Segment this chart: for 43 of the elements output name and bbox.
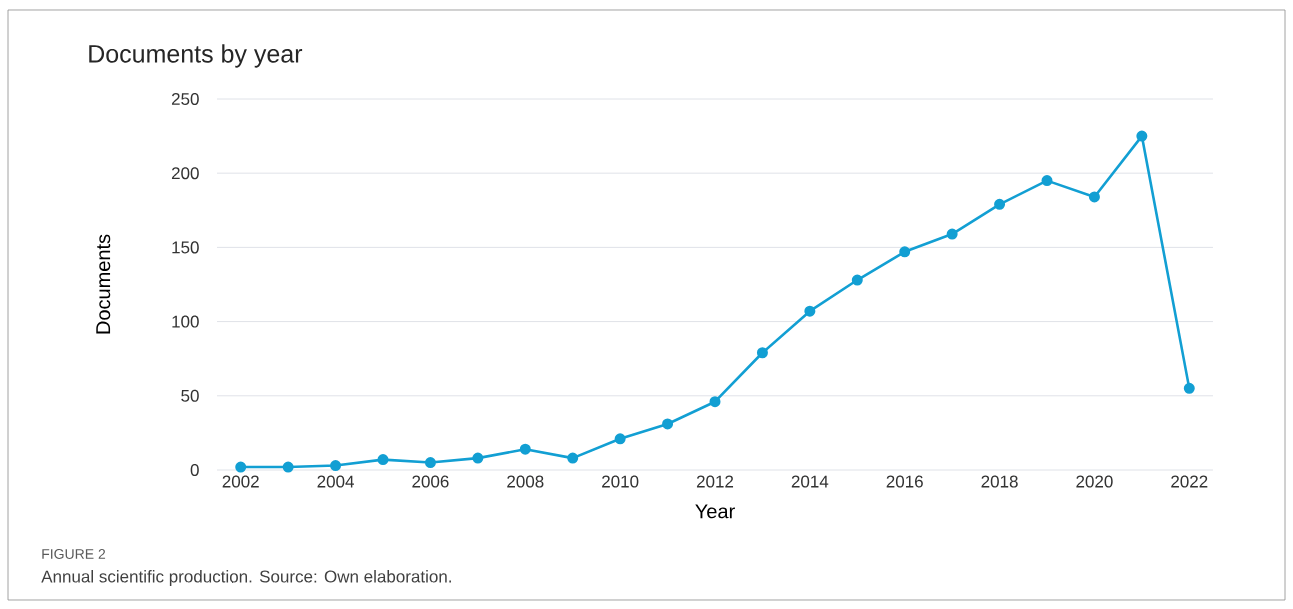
chart-title: Documents by year (89, 44, 303, 68)
point (235, 461, 247, 473)
point (756, 347, 768, 359)
point (424, 457, 436, 469)
point (1136, 130, 1148, 142)
point (1088, 191, 1100, 203)
x-tick-label: 2008 (507, 475, 544, 488)
x-tick-label: 2012 (696, 475, 734, 488)
x-tick-label: 2022 (1171, 475, 1208, 488)
x-tick-label: 2016 (886, 475, 923, 488)
x-tick-label: 2010 (602, 475, 639, 488)
point (804, 305, 816, 317)
x-tick-label: 2002 (222, 475, 259, 488)
point (994, 198, 1006, 210)
x-tick-label: 2004 (317, 475, 354, 488)
point (709, 396, 721, 408)
point (946, 228, 958, 240)
y-tick-label: 50 (181, 389, 199, 402)
point (1183, 382, 1195, 394)
text: Annual scientific production. Source: Own elaboration. (41, 570, 451, 586)
y-tick-label: 100 (172, 315, 199, 328)
point (330, 460, 342, 472)
point (662, 418, 674, 430)
x-axis-title: Year (695, 504, 735, 519)
y-tick-label: 0 (190, 463, 199, 477)
point (282, 461, 294, 473)
point (472, 452, 484, 464)
point (614, 433, 626, 445)
caption: FIGURE 2 (42, 549, 106, 559)
y-axis-title: Documents (96, 234, 111, 334)
x-tick-label: 2014 (791, 475, 829, 488)
point (1041, 175, 1053, 187)
y-tick-label: 200 (171, 167, 199, 180)
point (851, 274, 863, 286)
x-tick-label: 2018 (981, 475, 1018, 488)
y-tick-label: 250 (171, 92, 199, 106)
point (377, 454, 389, 466)
y-tick-label: 150 (172, 241, 199, 254)
point (899, 246, 911, 258)
point (567, 452, 579, 464)
x-tick-label: 2020 (1076, 475, 1113, 488)
x-tick-label: 2006 (412, 475, 449, 488)
point (519, 443, 531, 455)
